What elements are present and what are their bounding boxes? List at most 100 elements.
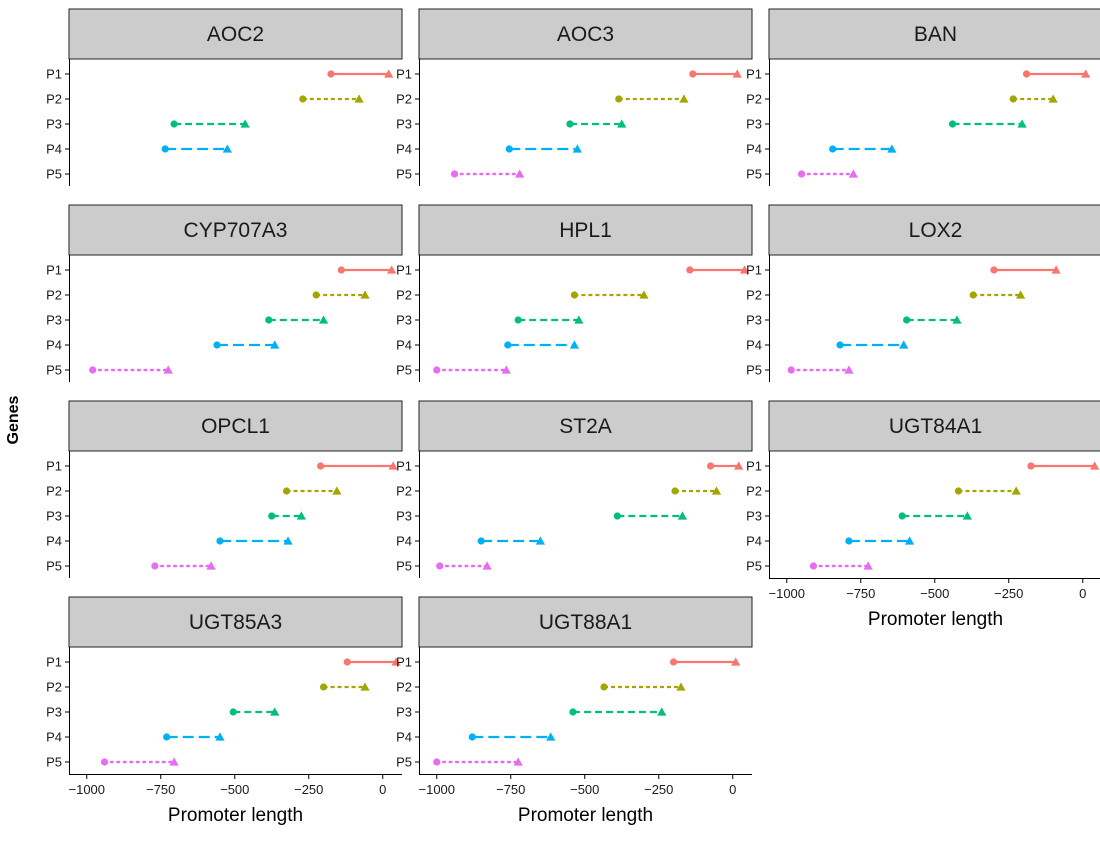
y-tick-label: P3 — [46, 705, 62, 720]
y-tick-label: P1 — [46, 263, 62, 278]
end-point-marker — [962, 511, 972, 520]
x-tick-label: −750 — [846, 586, 875, 601]
end-point-marker — [270, 707, 280, 716]
start-point-marker — [600, 683, 608, 691]
end-point-marker — [1017, 119, 1027, 128]
start-point-marker — [948, 120, 957, 128]
y-tick-label: P4 — [746, 534, 762, 549]
facet-strip — [768, 400, 1100, 452]
y-tick-label: P3 — [396, 313, 412, 328]
facet-strip — [68, 204, 403, 256]
start-point-marker — [433, 758, 441, 766]
y-tick-label: P4 — [46, 142, 62, 157]
end-point-marker — [1051, 265, 1061, 274]
start-point-marker — [100, 758, 109, 766]
start-point-marker — [566, 120, 574, 128]
facet-strip-label: LOX2 — [909, 219, 963, 242]
y-tick-label: P1 — [746, 67, 762, 82]
facet-strip — [68, 596, 403, 648]
end-point-marker — [535, 536, 545, 545]
x-tick-label: 0 — [1079, 586, 1086, 601]
y-tick-label: P1 — [746, 263, 762, 278]
x-tick-label: −750 — [496, 782, 525, 797]
start-point-marker — [829, 145, 837, 153]
x-tick-label: 0 — [379, 782, 386, 797]
facet-strip — [418, 8, 753, 60]
end-point-marker — [677, 511, 688, 520]
facet-panel-cyp707a3: CYP707A3 P1 P2 P3 P4 P5 — [46, 204, 403, 382]
facet-strip-label: UGT88A1 — [539, 611, 632, 634]
start-point-marker — [845, 537, 853, 545]
y-tick-label: P3 — [746, 313, 762, 328]
y-tick-label: P4 — [46, 338, 62, 353]
y-tick-label: P3 — [746, 509, 762, 524]
start-point-marker — [514, 316, 522, 324]
y-tick-label: P1 — [396, 459, 412, 474]
facet-panel-aoc2: AOC2 P1 P2 P3 P4 P5 — [46, 8, 403, 186]
y-tick-label: P2 — [746, 484, 762, 499]
start-point-marker — [569, 708, 577, 716]
end-point-marker — [388, 461, 398, 470]
start-point-marker — [433, 366, 441, 374]
facet-panel-opcl1: OPCL1 P1 P2 P3 P4 P5 — [46, 400, 403, 578]
start-point-marker — [1022, 70, 1031, 78]
end-point-marker — [546, 732, 556, 741]
end-point-marker — [740, 265, 750, 274]
end-point-marker — [283, 536, 293, 545]
y-tick-label: P5 — [396, 363, 412, 378]
start-point-marker — [468, 733, 476, 741]
end-point-marker — [163, 365, 173, 374]
start-point-marker — [1027, 462, 1035, 470]
y-tick-label: P5 — [396, 559, 412, 574]
start-point-marker — [216, 537, 224, 545]
start-point-marker — [903, 316, 911, 324]
start-point-marker — [787, 366, 795, 374]
y-tick-label: P3 — [396, 705, 412, 720]
y-tick-label: P5 — [46, 363, 62, 378]
y-tick-label: P5 — [46, 755, 62, 770]
end-point-marker — [318, 315, 329, 324]
y-tick-label: P2 — [46, 680, 62, 695]
y-tick-label: P5 — [746, 363, 762, 378]
end-point-marker — [732, 69, 742, 78]
facet-strip — [418, 400, 753, 452]
end-point-marker — [569, 340, 579, 349]
end-point-marker — [887, 144, 897, 153]
start-point-marker — [615, 95, 623, 103]
end-point-marker — [513, 757, 523, 766]
start-point-marker — [706, 462, 715, 470]
y-tick-label: P1 — [396, 263, 412, 278]
end-point-marker — [332, 486, 342, 495]
end-point-marker — [952, 315, 962, 324]
x-tick-label: −250 — [994, 586, 1023, 601]
y-tick-label: P3 — [746, 117, 762, 132]
y-tick-label: P1 — [746, 459, 762, 474]
end-point-marker — [905, 536, 915, 545]
start-point-marker — [669, 658, 678, 666]
end-point-marker — [676, 682, 686, 691]
start-point-marker — [151, 562, 159, 570]
y-tick-label: P5 — [46, 559, 62, 574]
y-tick-label: P2 — [746, 92, 762, 107]
facet-panel-ban: BAN P1 P2 P3 P4 P5 — [746, 8, 1100, 186]
x-tick-label: −750 — [146, 782, 175, 797]
end-point-marker — [1048, 94, 1058, 103]
end-point-marker — [384, 69, 394, 78]
end-point-marker — [844, 365, 854, 374]
y-tick-label: P2 — [396, 484, 412, 499]
start-point-marker — [990, 266, 998, 274]
y-tick-label: P2 — [396, 680, 412, 695]
y-tick-label: P4 — [46, 534, 62, 549]
y-tick-label: P2 — [746, 288, 762, 303]
end-point-marker — [215, 732, 225, 741]
facet-strip-label: AOC3 — [557, 23, 614, 46]
end-point-marker — [482, 561, 492, 570]
start-point-marker — [170, 120, 178, 128]
start-point-marker — [809, 562, 818, 570]
y-tick-label: P4 — [746, 142, 762, 157]
start-point-marker — [317, 462, 325, 470]
end-point-marker — [1081, 69, 1091, 78]
facet-strip-label: BAN — [914, 23, 957, 46]
start-point-marker — [504, 341, 512, 349]
facet-panel-ugt84a1: UGT84A1 P1 P2 P3 P4 P5 −1000 −750 −500 −250 0 Promo… — [746, 400, 1100, 630]
